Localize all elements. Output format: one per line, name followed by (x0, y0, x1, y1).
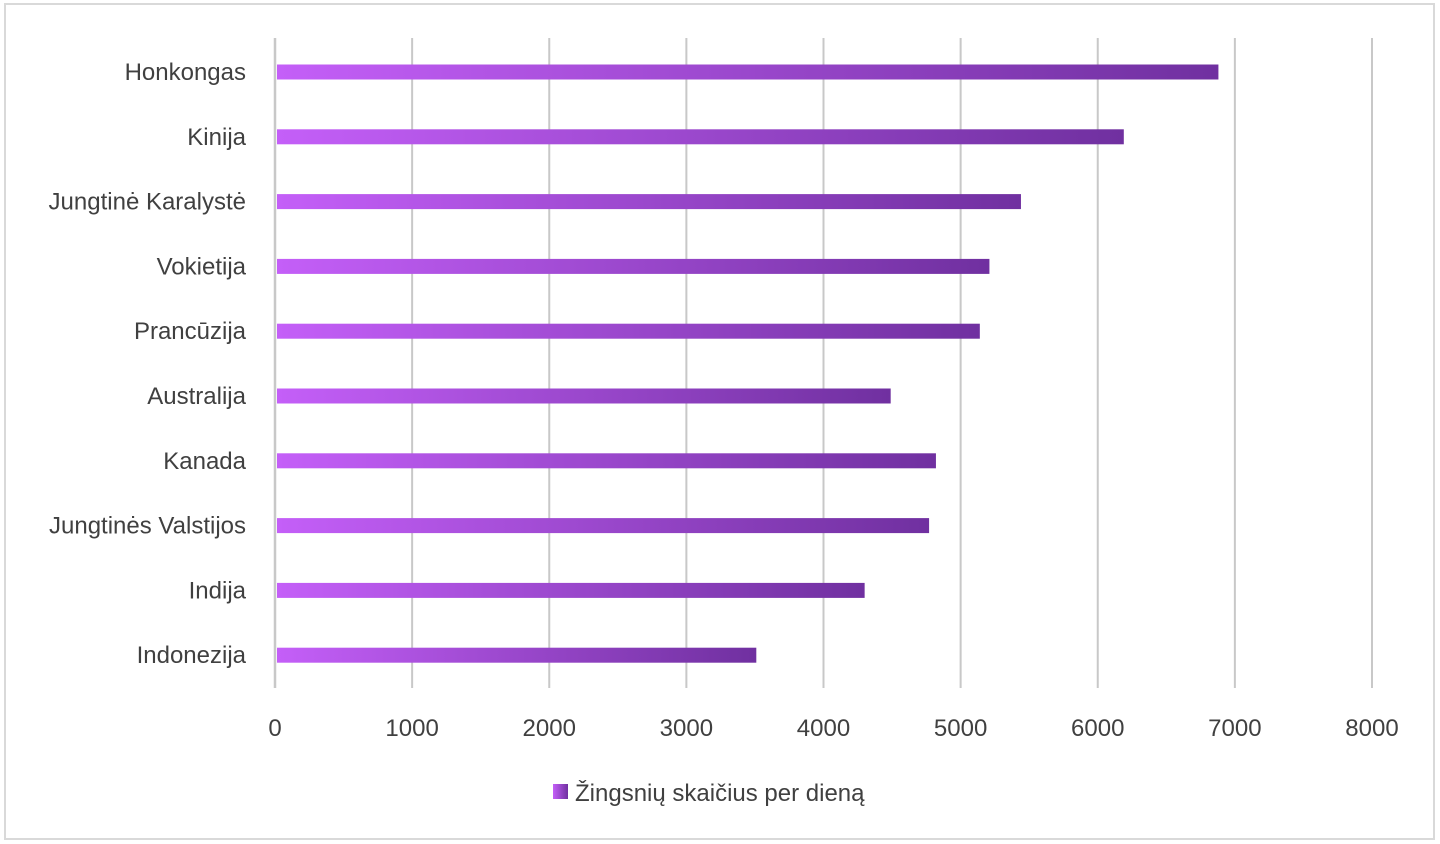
legend-label: Žingsnių skaičius per dieną (575, 780, 865, 807)
x-tick-label-6000: 6000 (1071, 715, 1124, 742)
bar-3 (277, 258, 990, 274)
bar-1 (277, 129, 1124, 145)
bar-4 (277, 323, 980, 339)
x-tick-label-4000: 4000 (797, 715, 850, 742)
grid-lines (273, 38, 1373, 688)
bar-9 (277, 647, 757, 663)
category-label-4: Prancūzija (134, 318, 247, 345)
category-label-7: Jungtinės Valstijos (49, 513, 246, 540)
category-label-5: Australija (147, 383, 246, 410)
x-axis-tick-labels: 0 1000 2000 3000 4000 5000 6000 7000 8000 (268, 715, 1398, 742)
category-label-8: Indija (189, 577, 247, 604)
category-label-0: Honkongas (125, 59, 246, 86)
bar-0 (277, 64, 1219, 80)
category-label-2: Jungtinė Karalystė (49, 189, 246, 216)
category-label-9: Indonezija (137, 642, 247, 669)
x-tick-label-0: 0 (268, 715, 281, 742)
x-tick-label-8000: 8000 (1345, 715, 1398, 742)
x-tick-label-5000: 5000 (934, 715, 987, 742)
category-label-6: Kanada (163, 448, 246, 475)
bar-8 (277, 582, 865, 598)
x-tick-label-1000: 1000 (385, 715, 438, 742)
category-label-3: Vokietija (157, 253, 247, 280)
bar-5 (277, 388, 891, 404)
category-labels: Honkongas Kinija Jungtinė Karalystė Vokieti… (49, 59, 247, 669)
category-label-1: Kinija (187, 124, 246, 151)
x-tick-label-7000: 7000 (1208, 715, 1261, 742)
bar-7 (277, 518, 930, 534)
x-tick-label-2000: 2000 (523, 715, 576, 742)
x-tick-label-3000: 3000 (660, 715, 713, 742)
bar-6 (277, 453, 936, 469)
bars (277, 64, 1219, 663)
bar-2 (277, 194, 1021, 210)
legend-swatch (553, 784, 568, 799)
legend: Žingsnių skaičius per dieną (553, 780, 865, 807)
